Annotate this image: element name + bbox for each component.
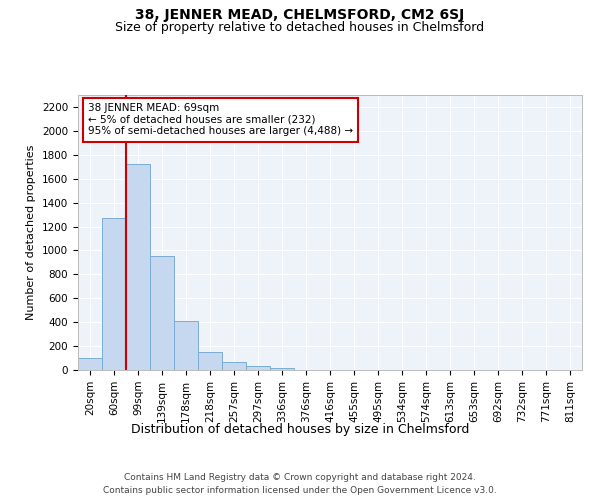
Bar bbox=[198, 352, 222, 370]
Bar bbox=[78, 358, 102, 370]
Bar bbox=[150, 256, 174, 370]
Bar bbox=[174, 321, 198, 370]
Bar bbox=[102, 218, 126, 370]
Text: Distribution of detached houses by size in Chelmsford: Distribution of detached houses by size … bbox=[131, 422, 469, 436]
Text: Size of property relative to detached houses in Chelmsford: Size of property relative to detached ho… bbox=[115, 21, 485, 34]
Text: Contains HM Land Registry data © Crown copyright and database right 2024.: Contains HM Land Registry data © Crown c… bbox=[124, 472, 476, 482]
Y-axis label: Number of detached properties: Number of detached properties bbox=[26, 145, 37, 320]
Bar bbox=[270, 368, 294, 370]
Bar bbox=[246, 366, 270, 370]
Text: Contains public sector information licensed under the Open Government Licence v3: Contains public sector information licen… bbox=[103, 486, 497, 495]
Text: 38 JENNER MEAD: 69sqm
← 5% of detached houses are smaller (232)
95% of semi-deta: 38 JENNER MEAD: 69sqm ← 5% of detached h… bbox=[88, 104, 353, 136]
Bar bbox=[126, 164, 150, 370]
Bar bbox=[222, 362, 246, 370]
Text: 38, JENNER MEAD, CHELMSFORD, CM2 6SJ: 38, JENNER MEAD, CHELMSFORD, CM2 6SJ bbox=[136, 8, 464, 22]
